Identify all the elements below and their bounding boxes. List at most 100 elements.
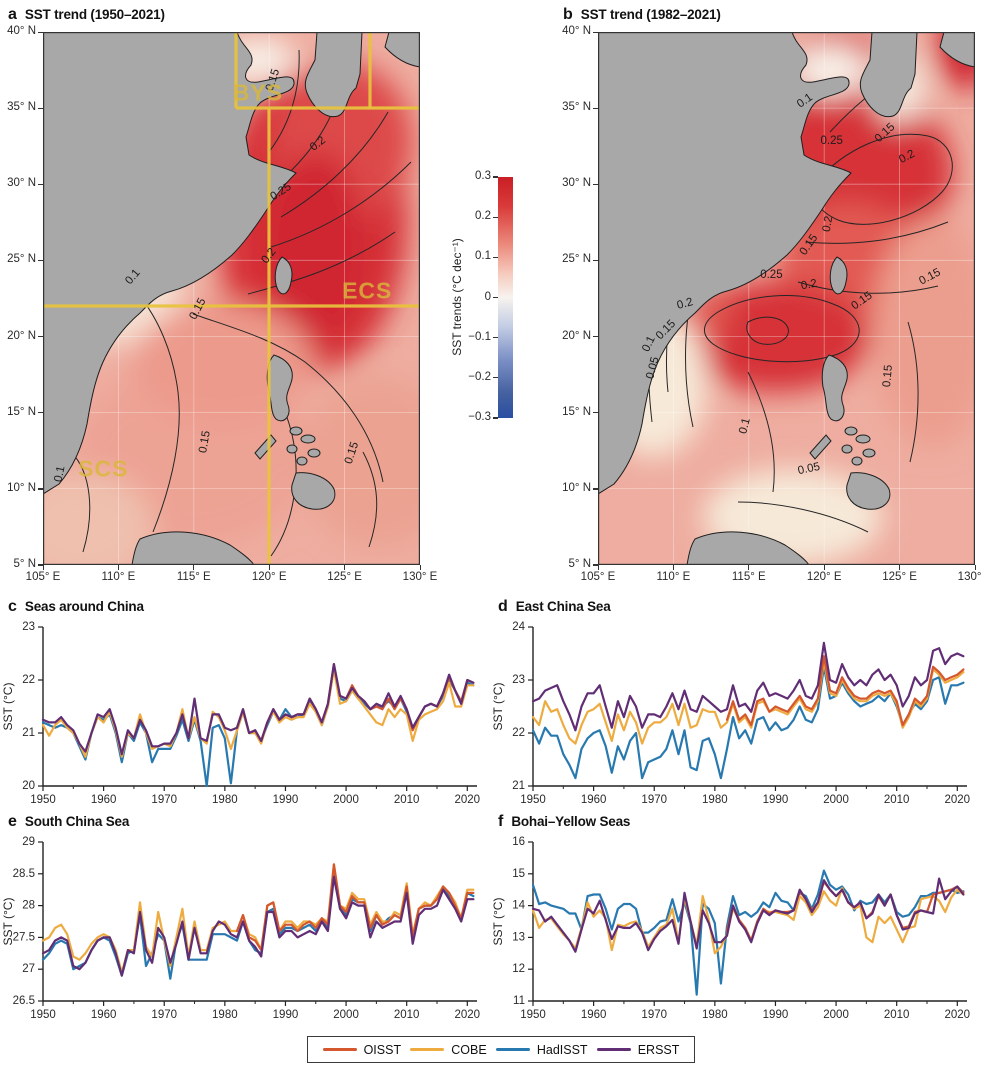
x-tick-label: 2010 [884, 1009, 910, 1021]
lon-tick-label: 130° E [957, 571, 983, 583]
x-tick-label: 1960 [581, 794, 607, 806]
lat-tick-mark [38, 488, 43, 490]
colorbar-tick-mark [493, 417, 498, 419]
lon-tick-label: 120° E [806, 571, 842, 583]
panel-b-title: b SST trend (1982–2021) [563, 6, 721, 23]
colorbar-tick-mark [493, 176, 498, 178]
panel-e-title: e South China Sea [8, 813, 130, 830]
y-tick-label: 28.5 [13, 868, 35, 880]
y-tick-label: 29 [22, 836, 35, 848]
lat-tick-mark [38, 564, 43, 566]
panel-f-title: f Bohai–Yellow Seas [498, 813, 631, 830]
colorbar-tick-label: −0.1 [468, 330, 491, 343]
colorbar-tick-mark [493, 296, 498, 299]
panel-f-letter: f [498, 813, 504, 830]
y-tick-label: 14 [512, 900, 525, 912]
lat-tick-mark [593, 107, 598, 109]
y-tick-label: 13 [512, 931, 525, 943]
lat-tick-label: 5° N [568, 557, 592, 570]
map-sst-trend-1950-2021: 0.15 0.2 0.25 0.2 0.1 0.15 0.15 0.15 0.1 BYS ECS SC… [43, 32, 420, 565]
x-tick-label: 2000 [333, 794, 359, 806]
series-line-ersst [531, 641, 965, 732]
colorbar-tick-label: 0.2 [475, 210, 491, 223]
lon-tick-mark [419, 565, 421, 570]
chart-svg-c: 20 21 22 23 1950 1960 1970 1980 1990 2000 2010 2020… [1, 621, 480, 806]
lat-tick-mark [593, 336, 598, 338]
x-tick-label: 1990 [763, 1009, 789, 1021]
lon-tick-mark [597, 565, 599, 570]
series-line-oisst [725, 655, 965, 727]
lat-tick-label: 10° N [7, 481, 36, 494]
x-tick-label: 1980 [702, 1009, 728, 1021]
chart-east-china-sea: 21 22 23 24 1950 1960 1970 1980 1990 2000 2010 2020… [491, 621, 970, 806]
x-tick-label: 2020 [945, 794, 971, 806]
x-tick-label: 1950 [520, 794, 546, 806]
x-tick-label: 2010 [884, 794, 910, 806]
lon-tick-mark [899, 565, 901, 570]
lon-tick-mark [974, 565, 976, 570]
chart-south-china-sea: 26.5 27 27.5 28 28.5 29 1950 1960 1970 1980 1990 20… [1, 836, 480, 1021]
x-tick-label: 1980 [212, 1009, 238, 1021]
x-tick-label: 1950 [30, 794, 56, 806]
x-tick-label: 1990 [273, 794, 299, 806]
x-tick-label: 1980 [702, 794, 728, 806]
colorbar-tick-mark [493, 337, 498, 339]
legend: OISST COBE HadISST ERSST [307, 1036, 695, 1063]
lon-tick-label: 105° E [25, 571, 61, 583]
lat-tick-mark [593, 259, 598, 262]
map-a-canvas [43, 32, 420, 565]
panel-c-title: c Seas around China [8, 598, 144, 615]
series-line-cobe [531, 660, 965, 745]
x-tick-label: 1970 [151, 794, 177, 806]
lat-tick-label: 25° N [562, 253, 591, 266]
x-tick-label: 1950 [520, 1009, 546, 1021]
chart-seas-around-china: 20 21 22 23 1950 1960 1970 1980 1990 2000 2010 2020… [1, 621, 480, 806]
lon-tick-mark [344, 565, 346, 570]
legend-item-hadisst: HadISST [495, 1042, 588, 1057]
lon-tick-label: 110° E [101, 571, 136, 583]
lon-tick-mark [42, 565, 44, 570]
panel-d-title: d East China Sea [498, 598, 611, 615]
y-tick-label: 22 [22, 674, 35, 686]
x-tick-label: 2000 [333, 1009, 359, 1021]
lat-tick-mark [593, 31, 598, 33]
panel-e-letter: e [8, 813, 17, 830]
legend-item-ersst: ERSST [596, 1043, 679, 1057]
chart-svg-f: 11 12 13 14 15 16 1950 1960 1970 1980 1990 2000 2010… [491, 836, 970, 1021]
lon-tick-label: 115° E [176, 571, 211, 583]
legend-swatch-hadisst [495, 1048, 530, 1051]
x-tick-label: 1980 [212, 794, 238, 806]
lat-tick-mark [593, 488, 598, 490]
lon-tick-mark [117, 565, 120, 570]
legend-label: COBE [451, 1042, 487, 1057]
y-tick-label: 15 [512, 868, 525, 880]
panel-a-title: a SST trend (1950–2021) [8, 6, 165, 23]
colorbar-tick-label: 0.1 [475, 250, 491, 263]
lat-tick-label: 35° N [562, 101, 591, 114]
x-tick-label: 1970 [641, 1009, 667, 1021]
x-tick-label: 2000 [823, 794, 849, 806]
y-tick-label: 22 [512, 727, 525, 739]
colorbar-tick-label: −0.2 [468, 370, 491, 383]
y-tick-label: 21 [512, 780, 525, 792]
lon-tick-label: 120° E [251, 571, 287, 583]
lat-tick-label: 15° N [562, 405, 591, 418]
lat-tick-mark [38, 412, 43, 414]
legend-label: HadISST [536, 1042, 588, 1057]
legend-swatch-ersst [596, 1048, 631, 1051]
lat-tick-label: 15° N [7, 405, 36, 418]
lat-tick-label: 10° N [562, 481, 591, 494]
lon-tick-label: 115° E [731, 571, 766, 583]
y-axis-title: SST (°C) [491, 898, 505, 946]
y-tick-label: 12 [512, 963, 525, 975]
y-tick-label: 27.5 [13, 931, 35, 943]
lat-tick-label: 20° N [562, 329, 591, 342]
legend-swatch-oisst [322, 1048, 357, 1051]
y-axis-title: SST (°C) [1, 683, 15, 731]
colorbar-tick-mark [493, 377, 498, 379]
y-axis-title: SST (°C) [1, 898, 15, 946]
lon-tick-mark [748, 565, 750, 570]
y-tick-label: 21 [22, 727, 35, 739]
lat-tick-label: 30° N [7, 177, 36, 190]
x-tick-label: 1960 [91, 1009, 117, 1021]
